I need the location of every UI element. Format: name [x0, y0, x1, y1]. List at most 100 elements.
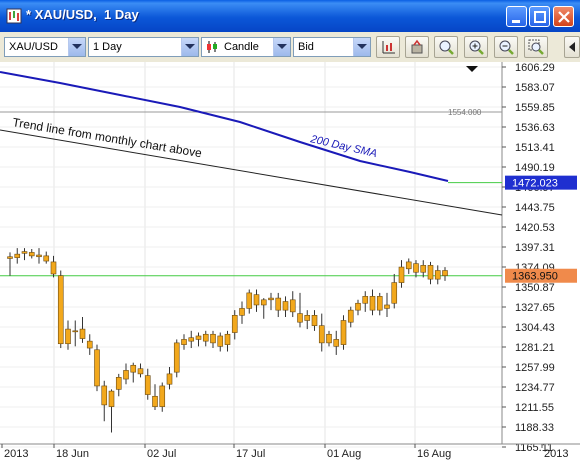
title-bar[interactable]: * XAU/USD, 1 Day — [0, 0, 580, 32]
scroll-left-button[interactable] — [564, 36, 580, 58]
price-axis-tick-label: 1490.19 — [515, 162, 555, 174]
close-icon — [558, 11, 570, 23]
period-select[interactable]: 1 Day — [88, 37, 199, 57]
candle-body — [333, 339, 340, 347]
price-chart[interactable]: 1606.29 1583.07 1559.85 1536.63 1513.41 1490.… — [0, 62, 580, 464]
chevron-down-icon[interactable] — [68, 38, 85, 56]
candle-body — [391, 282, 398, 304]
candle-body — [79, 328, 86, 339]
candle-body — [7, 256, 13, 259]
candle-body — [362, 296, 369, 304]
candle-body — [94, 349, 100, 387]
maximize-icon — [534, 11, 546, 23]
chevron-down-icon[interactable] — [353, 38, 370, 56]
candle-body — [210, 333, 216, 344]
candle-body — [181, 339, 187, 345]
zoom-fit-button[interactable] — [434, 36, 458, 58]
candle-body — [282, 301, 289, 311]
period-value: 1 Day — [93, 41, 122, 53]
candle-body — [369, 296, 376, 311]
time-axis-tick-label: 17 Jul — [236, 448, 265, 460]
window-title: * XAU/USD, 1 Day — [26, 7, 139, 22]
price-axis-tick-label: 1165.11 — [515, 442, 553, 454]
price-axis-tick-label: 1443.75 — [515, 202, 555, 214]
chart-app-icon — [6, 8, 22, 24]
time-axis-tick-label: 18 Jun — [56, 448, 89, 460]
indicator-button[interactable] — [376, 36, 400, 58]
minimize-button[interactable] — [506, 6, 527, 27]
price-axis-panel — [502, 62, 580, 464]
price-axis-tick-label: 1559.85 — [515, 102, 555, 114]
draw-tools-button[interactable] — [405, 36, 429, 58]
arrow-left-icon — [569, 42, 575, 52]
current-price-label: 1363.950 — [512, 271, 558, 283]
trend-line — [0, 129, 503, 216]
chart-area[interactable]: 1606.29 1583.07 1559.85 1536.63 1513.41 1490.… — [0, 62, 580, 464]
chart-type-value: Candle — [224, 41, 259, 53]
candle-body — [427, 265, 434, 280]
zoom-out-button[interactable] — [494, 36, 518, 58]
price-side-value: Bid — [298, 41, 314, 53]
candle-body — [289, 299, 296, 313]
candle-body — [442, 270, 448, 276]
candle-body — [231, 315, 238, 333]
sma-line — [0, 71, 449, 182]
chevron-down-icon[interactable] — [181, 38, 198, 56]
price-axis-tick-label: 1513.41 — [515, 142, 555, 154]
indicator-icon — [382, 41, 395, 54]
chart-type-select[interactable]: Candle — [201, 37, 291, 57]
candle-body — [268, 297, 274, 301]
candle-body — [413, 263, 419, 273]
price-axis-tick-label: 1211.55 — [515, 402, 554, 414]
zoom-area-icon — [528, 39, 544, 55]
chevron-down-icon[interactable] — [273, 38, 290, 56]
candle-body — [376, 296, 383, 311]
candle-body — [130, 364, 137, 373]
candle-body — [72, 330, 79, 333]
candle-body — [260, 299, 267, 306]
price-side-select[interactable]: Bid — [293, 37, 371, 57]
candle-body — [217, 335, 224, 347]
symbol-select[interactable]: XAU/USD — [4, 37, 86, 57]
candle-icon — [207, 41, 217, 53]
scroll-marker-icon — [466, 66, 478, 72]
close-button[interactable] — [553, 6, 574, 27]
candle-body — [246, 292, 253, 309]
sma-value-box — [505, 175, 577, 190]
level-label-1554: 1554.000 — [448, 108, 482, 117]
candle-body — [21, 251, 28, 254]
zoom-fit-icon — [439, 40, 454, 55]
candle-body — [152, 395, 158, 407]
sma-value-label: 1472.023 — [512, 178, 558, 190]
time-axis-tick-label: 01 Aug — [327, 448, 361, 460]
minimize-icon — [512, 20, 520, 23]
price-axis-tick-label: 1304.43 — [515, 322, 555, 334]
draw-tools-icon — [411, 39, 423, 54]
candle-body — [253, 294, 260, 306]
candle-body — [188, 337, 195, 342]
time-axis-tick-label: 16 Aug — [417, 448, 451, 460]
price-axis-tick-label: 1234.77 — [515, 382, 555, 394]
candle-body — [326, 333, 332, 344]
candle-body — [384, 304, 390, 309]
candle-body — [159, 385, 166, 407]
current-price-box — [505, 268, 577, 283]
maximize-button[interactable] — [529, 6, 550, 27]
zoom-out-icon — [499, 40, 514, 55]
price-axis-tick-label: 1281.21 — [515, 342, 555, 354]
zoom-area-button[interactable] — [524, 36, 548, 58]
candle-body — [224, 333, 231, 345]
zoom-in-icon — [469, 40, 484, 55]
price-axis-tick-label: 1606.29 — [515, 62, 555, 74]
zoom-in-button[interactable] — [464, 36, 488, 58]
candle-body — [311, 315, 318, 326]
candle-body — [144, 375, 151, 395]
time-axis-tick-label: 02 Jul — [147, 448, 176, 460]
price-axis-tick-label: 1350.87 — [515, 282, 555, 294]
candle-body — [123, 370, 129, 380]
price-axis-tick-label: 1536.63 — [515, 122, 555, 134]
price-axis-tick-label: 1397.31 — [515, 242, 555, 254]
candle-body — [434, 270, 441, 280]
candle-body — [57, 275, 64, 345]
